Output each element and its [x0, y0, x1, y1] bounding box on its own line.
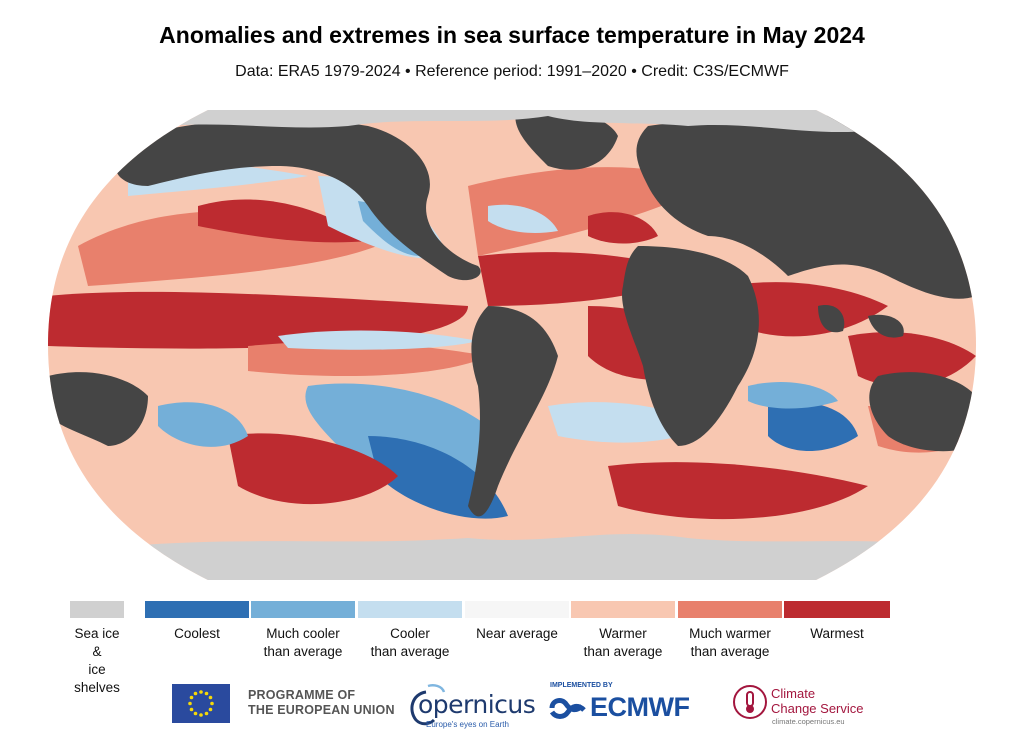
footer-logos: PROGRAMME OF THE EUROPEAN UNION opernicu… — [0, 676, 1024, 736]
chart-subtitle: Data: ERA5 1979-2024 • Reference period:… — [235, 63, 789, 80]
legend-item-cooler: Cooler than average — [358, 601, 462, 661]
legend-swatch-much-warmer — [678, 601, 782, 618]
eurasia — [636, 114, 976, 299]
legend-swatch-near-average — [465, 601, 569, 618]
legend-swatch-coolest — [145, 601, 249, 618]
west-australia-warmest — [848, 332, 976, 387]
climate-service-url: climate.copernicus.eu — [772, 717, 845, 726]
south-pacific-warmest — [228, 433, 398, 505]
legend-label: Warmer than average — [583, 626, 663, 659]
copernicus-logo: opernicus Europe's eyes on Earth — [404, 680, 536, 732]
legend-item-much-cooler: Much cooler than average — [251, 601, 355, 661]
world-map — [48, 106, 976, 584]
legend-label: Much warmer than average — [689, 626, 771, 659]
indian-subcontinent — [868, 314, 904, 338]
madagascar — [818, 305, 845, 333]
sea-ice — [48, 110, 976, 580]
legend-swatch-warmest — [784, 601, 890, 618]
legend-item-sea-ice: Sea ice & ice shelves — [70, 601, 124, 697]
legend-item-much-warmer: Much warmer than average — [678, 601, 782, 661]
legend-item-near-average: Near average — [465, 601, 569, 643]
legend-swatch-sea-ice — [70, 601, 124, 618]
copernicus-wordmark: opernicus — [418, 690, 536, 719]
legend-item-warmest: Warmest — [784, 601, 890, 643]
north-america — [115, 119, 481, 281]
legend-label: Cooler than average — [370, 626, 450, 659]
land — [48, 110, 976, 517]
equatorial-pacific-cooler — [278, 330, 478, 350]
legend-label: Warmest — [810, 626, 864, 641]
chart-title: Anomalies and extremes in sea surface te… — [159, 22, 865, 48]
eu-programme-text: PROGRAMME OF THE EUROPEAN UNION — [248, 688, 395, 717]
climate-change-service-name: Climate Change Service — [771, 686, 864, 716]
legend-swatch-much-cooler — [251, 601, 355, 618]
eu-stars — [188, 690, 214, 717]
australia-west-edge — [48, 372, 148, 446]
legend-label: Near average — [476, 626, 558, 641]
africa — [622, 246, 759, 446]
north-pacific-warmest — [198, 199, 368, 243]
ecmwf-emblem-icon — [549, 698, 586, 719]
legend-swatch-warmer — [571, 601, 675, 618]
eu-flag-icon — [172, 684, 230, 723]
ecmwf-wordmark: ECMWF — [590, 692, 690, 722]
world-map-svg — [48, 110, 976, 580]
legend-label: Coolest — [174, 626, 220, 641]
north-atlantic-warmest-patch — [588, 212, 658, 244]
legend-label: Much cooler than average — [263, 626, 343, 659]
copernicus-tagline: Europe's eyes on Earth — [426, 720, 509, 729]
climate-thermometer-icon — [733, 685, 767, 719]
legend-label: Sea ice & ice shelves — [74, 626, 120, 695]
south-indian-cooler — [748, 381, 838, 409]
legend-item-coolest: Coolest — [145, 601, 249, 643]
implemented-by-label: IMPLEMENTED BY — [550, 682, 613, 689]
antarctic-ice — [48, 534, 976, 580]
arctic-ice — [168, 110, 868, 133]
tasman-cooler — [158, 402, 248, 447]
indian-ocean-warmest — [728, 282, 888, 337]
north-atlantic-much-warmer — [468, 167, 708, 256]
legend: Sea ice & ice shelves Coolest Much coole… — [70, 601, 900, 695]
gulf-stream-cool — [488, 204, 558, 233]
south-tropical-pacific-much-warmer — [248, 341, 488, 376]
south-america — [468, 306, 558, 517]
copernicus-swoosh-icon — [410, 684, 446, 726]
legend-item-warmer: Warmer than average — [571, 601, 675, 661]
australia — [869, 372, 976, 452]
legend-swatch-cooler — [358, 601, 462, 618]
southern-ocean-warmest — [608, 462, 868, 520]
south-indian-coolest — [768, 402, 858, 451]
